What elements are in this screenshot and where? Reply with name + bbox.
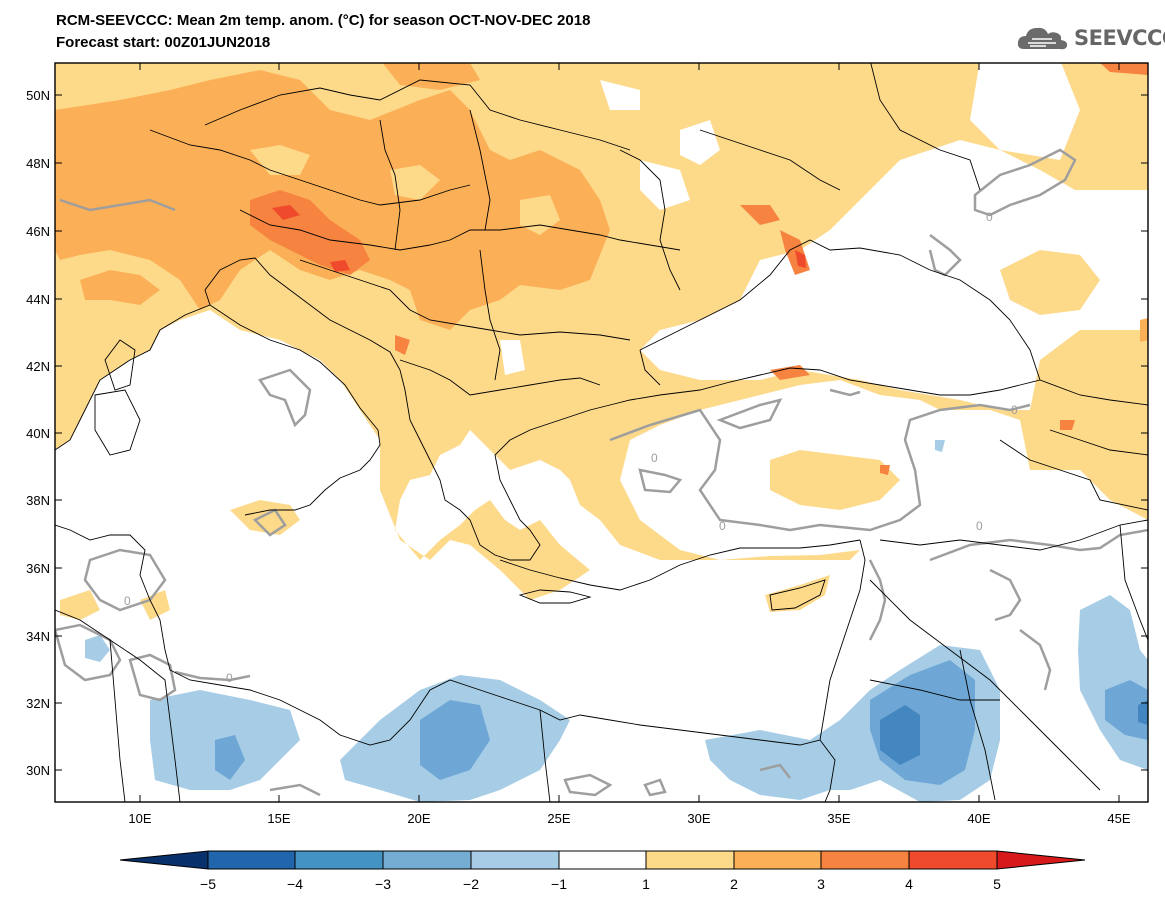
- lon-label: 45E: [1107, 811, 1130, 826]
- lon-label: 15E: [267, 811, 290, 826]
- zero-contours: [55, 148, 1148, 797]
- map-title: RCM-SEEVCCC: Mean 2m temp. anom. (°C) fo…: [56, 12, 591, 29]
- colorbar-cell: [908, 850, 998, 870]
- svg-text:0: 0: [651, 451, 658, 465]
- cloud-icon: [1017, 27, 1068, 50]
- warm-anomaly-4-5: [272, 205, 806, 272]
- warm-anomaly-2-3: [55, 63, 1148, 342]
- colorbar-cell: [820, 850, 910, 870]
- colorbar-label: −1: [551, 876, 567, 892]
- cold-anomaly-3-4: [880, 700, 1148, 765]
- lat-label: 38N: [26, 493, 50, 508]
- colorbar-label: 2: [730, 876, 738, 892]
- lat-label: 32N: [26, 696, 50, 711]
- logo-text: SEEVCCC: [1074, 26, 1165, 50]
- colorbar-label: −2: [463, 876, 479, 892]
- latitude-axis: 50N 48N 46N 44N 42N 40N 38N 36N 34N 32N 30N: [26, 88, 1148, 778]
- lat-label: 42N: [26, 359, 50, 374]
- colorbar-cell: [558, 850, 647, 870]
- svg-text:0: 0: [226, 671, 233, 685]
- colorbar-cell: [470, 850, 560, 870]
- colorbar-cell: [996, 850, 1086, 870]
- lat-label: 48N: [26, 156, 50, 171]
- colorbar-label: −3: [375, 876, 391, 892]
- lon-label: 35E: [827, 811, 850, 826]
- svg-text:0: 0: [976, 519, 983, 533]
- svg-text:0: 0: [124, 594, 131, 608]
- lon-label: 25E: [547, 811, 570, 826]
- colorbar-label: 3: [817, 876, 825, 892]
- map-subtitle: Forecast start: 00Z01JUN2018: [56, 34, 271, 51]
- colorbar-cell: [294, 850, 384, 870]
- lon-label: 20E: [407, 811, 430, 826]
- lon-label: 10E: [128, 811, 151, 826]
- map-field: 0 0 0 0 0 0 0: [55, 63, 1148, 802]
- colorbar-cell: [207, 850, 296, 870]
- lat-label: 46N: [26, 224, 50, 239]
- lat-label: 36N: [26, 561, 50, 576]
- colorbar-cell: [119, 850, 209, 870]
- lat-label: 40N: [26, 426, 50, 441]
- colorbar-label: −5: [200, 876, 216, 892]
- lat-label: 34N: [26, 629, 50, 644]
- colorbar-cell: [645, 850, 735, 870]
- colorbar-label: −4: [287, 876, 303, 892]
- colorbar-cell: [733, 850, 822, 870]
- svg-text:0: 0: [986, 210, 993, 224]
- longitude-axis: 10E 15E 20E 25E 30E 35E 40E 45E: [128, 63, 1131, 826]
- svg-text:0: 0: [1011, 403, 1018, 417]
- svg-text:0: 0: [719, 519, 726, 533]
- colorbar-cell: [382, 850, 472, 870]
- lat-label: 44N: [26, 292, 50, 307]
- lon-label: 40E: [967, 811, 990, 826]
- colorbar-label: 1: [642, 876, 650, 892]
- lat-label: 30N: [26, 763, 50, 778]
- seevccc-logo: SEEVCCC: [1016, 20, 1165, 56]
- lat-label: 50N: [26, 88, 50, 103]
- colorbar-label: 4: [905, 876, 913, 892]
- colorbar-label: 5: [993, 876, 1001, 892]
- lon-label: 30E: [687, 811, 710, 826]
- contour-labels: 0 0 0 0 0 0 0: [124, 210, 1018, 685]
- colorbar: −5 −4 −3 −2 −1 1 2 3 4 5: [119, 850, 1086, 892]
- coastlines-borders: [55, 63, 1148, 802]
